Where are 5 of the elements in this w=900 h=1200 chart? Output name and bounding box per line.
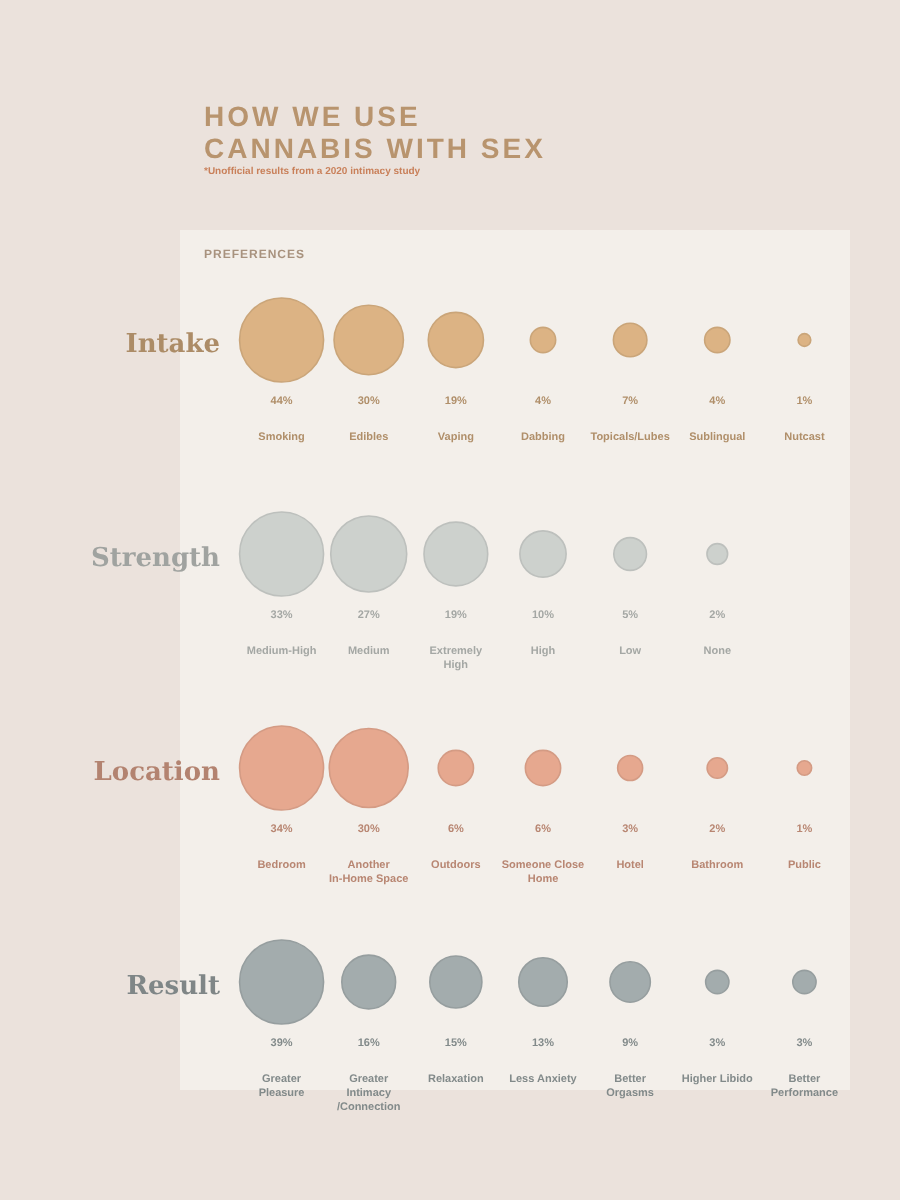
- text: HOW WE USE CANNABIS WITH SEX: [204, 100, 546, 164]
- text: Strength: [88, 542, 222, 574]
- text: Location: [91, 756, 222, 788]
- text: Result: [124, 970, 222, 1002]
- text: Intake: [123, 328, 222, 360]
